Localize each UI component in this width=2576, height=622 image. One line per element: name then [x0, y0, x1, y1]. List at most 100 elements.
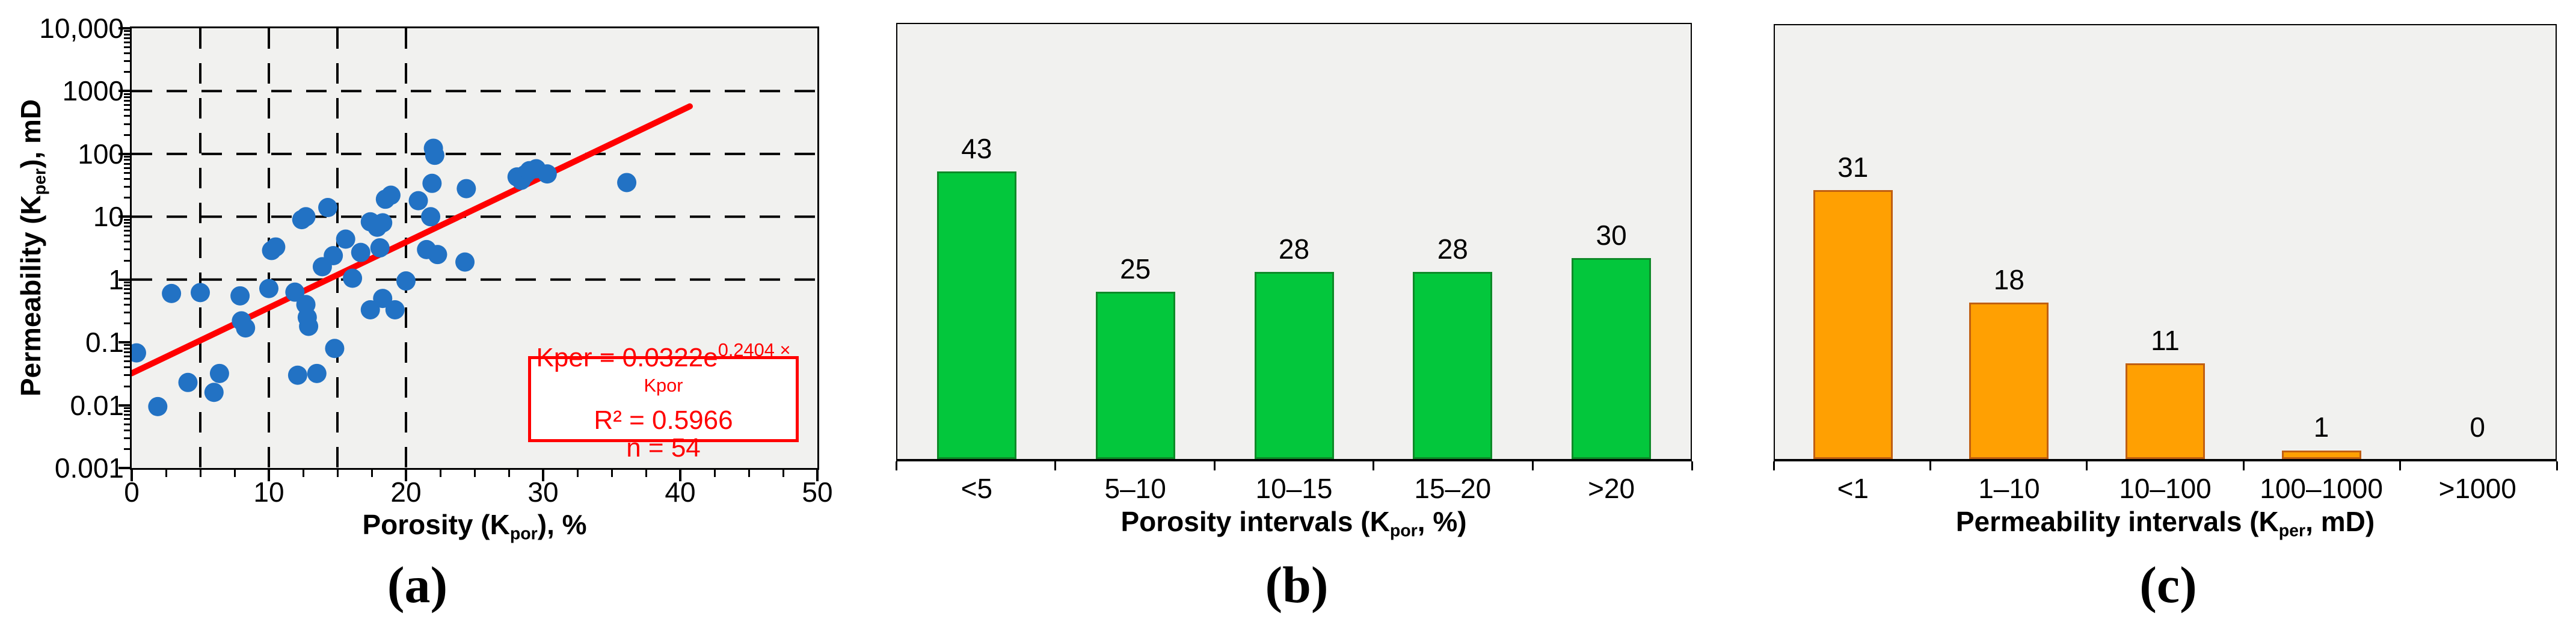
a-xtick-label: 20 [390, 476, 422, 508]
a-ytick-minor [124, 185, 130, 188]
panel-letter-a: (a) [387, 556, 448, 614]
a-ytick-minor [124, 93, 130, 95]
a-xtick-minor [508, 470, 510, 477]
scatter-point [425, 146, 444, 165]
a-x-title-pre: Porosity (K [362, 509, 510, 540]
bar [936, 171, 1016, 459]
bar-value-label: 43 [961, 132, 992, 164]
scatter-point [230, 286, 250, 306]
scatter-point [360, 300, 380, 319]
a-xtick-minor [199, 470, 201, 477]
scatter-point [236, 318, 256, 338]
a-regression-annotation: Kper = 0.0322e0.2404 × Kpor R² = 0.5966 … [528, 339, 799, 462]
a-xtick-minor [439, 470, 441, 477]
a-ytick-minor [124, 218, 130, 221]
a-ytick-minor [124, 429, 130, 431]
a-xtick-label: 0 [124, 476, 140, 508]
scatter-point [336, 229, 355, 249]
a-ytick-minor [124, 100, 130, 102]
bar-axis-tick [1772, 461, 1775, 470]
a-x-axis-title: Porosity (Kpor), % [362, 508, 586, 544]
a-ytick-minor [124, 109, 130, 111]
a-scatter-svg [132, 28, 817, 468]
bar-category-label: 100–1000 [2260, 473, 2383, 504]
a-xtick-minor [713, 470, 716, 477]
a-ytick-minor [124, 347, 130, 349]
scatter-point [428, 245, 447, 265]
a-y-title-sub: per [30, 168, 50, 196]
scatter-point [421, 207, 441, 227]
scatter-point [178, 372, 198, 392]
a-xtick-minor [782, 470, 784, 477]
bar-axis-tick [895, 461, 897, 470]
a-ytick-minor [124, 177, 130, 180]
a-eq-base: Kper = 0.0322e [536, 342, 718, 372]
a-ytick-minor [124, 288, 130, 291]
bar-category-label: <1 [1837, 473, 1869, 504]
bar-category-label: 15–20 [1414, 473, 1492, 504]
scatter-point [455, 252, 475, 272]
a-xtick-minor [336, 470, 339, 477]
panel-letter-b: (b) [1265, 556, 1329, 614]
bar-category-label: >1000 [2438, 473, 2516, 504]
a-ytick-minor [124, 96, 130, 99]
a-xtick-major [542, 470, 544, 481]
a-ytick-label: 10,000 [39, 13, 124, 44]
bar-value-label: 30 [1596, 220, 1627, 251]
bar-category-label: >20 [1588, 473, 1635, 504]
a-ytick-minor [124, 171, 130, 174]
bar-axis-tick [1213, 461, 1216, 470]
a-ytick-minor [124, 281, 130, 283]
a-eq-exponent: 0.2404 × Kpor [644, 339, 791, 396]
a-ytick-label: 0.001 [54, 452, 124, 484]
bar-axis-tick [1373, 461, 1375, 470]
a-ytick-minor [124, 115, 130, 117]
a-xtick-minor [233, 470, 236, 477]
a-ytick-label: 1000 [62, 75, 124, 107]
scatter-point [287, 365, 307, 385]
a-ytick-minor [124, 241, 130, 243]
bar-axis-tick [1691, 461, 1693, 470]
scatter-point [373, 213, 393, 233]
scatter-point [325, 339, 345, 359]
scatter-point [324, 246, 343, 266]
scatter-point [370, 238, 390, 257]
a-ytick-minor [124, 225, 130, 227]
panel-letter-c: (c) [2139, 556, 2197, 614]
scatter-point [307, 363, 327, 383]
bar-value-label: 31 [1837, 151, 1869, 183]
a-ytick-minor [124, 33, 130, 35]
a-ytick-minor [124, 259, 130, 262]
bar [1095, 291, 1175, 459]
scatter-point [396, 271, 416, 291]
a-ytick-minor [124, 414, 130, 416]
scatter-point [148, 396, 168, 416]
a-xtick-minor [473, 470, 476, 477]
a-xtick-minor [748, 470, 750, 477]
c-x-title-post: , mD) [2305, 506, 2375, 537]
b-x-axis-title: Porosity intervals (Kpor, %) [1120, 505, 1466, 541]
a-ytick-major [118, 215, 130, 218]
scatter-point [422, 173, 442, 193]
bar [1969, 303, 2049, 459]
a-xtick-label: 40 [665, 476, 696, 508]
a-ytick-minor [124, 360, 130, 363]
scatter-point [296, 207, 316, 227]
bar [1413, 271, 1493, 459]
bar [1813, 189, 1893, 459]
bar-axis-tick [1054, 461, 1057, 470]
a-ytick-minor [124, 162, 130, 165]
a-ytick-minor [124, 355, 130, 357]
a-ytick-minor [124, 322, 130, 325]
a-ytick-minor [124, 229, 130, 232]
a-ytick-minor [124, 37, 130, 39]
a-ytick-minor [124, 41, 130, 43]
bar-value-label: 18 [1993, 264, 2024, 296]
a-xtick-major [405, 470, 407, 481]
a-ytick-minor [124, 285, 130, 287]
a-ytick-minor [124, 437, 130, 439]
a-ytick-minor [124, 311, 130, 313]
a-ytick-major [118, 467, 130, 469]
a-xtick-major [816, 470, 819, 481]
a-ytick-label: 0.01 [70, 389, 124, 421]
